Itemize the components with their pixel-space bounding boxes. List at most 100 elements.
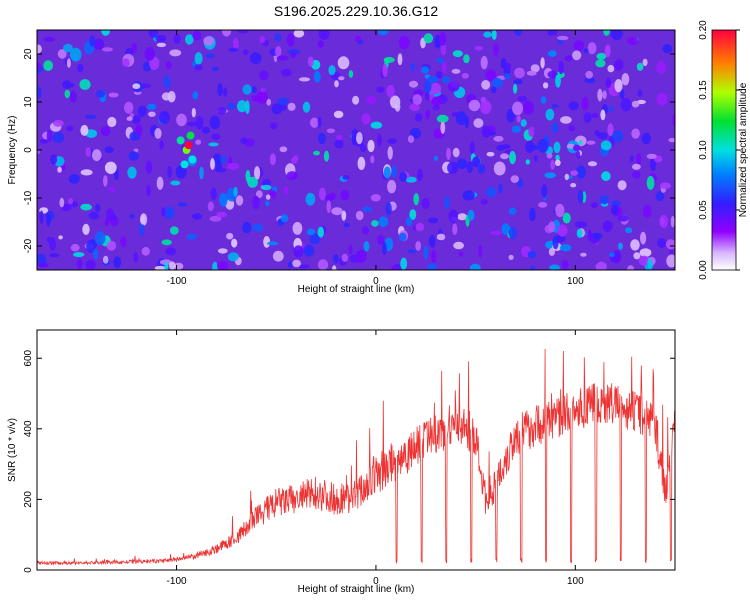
spectrogram-blob [366, 95, 376, 105]
spectrogram-blob [577, 190, 584, 204]
spectrogram-blob [76, 258, 83, 270]
spectrogram-blob [49, 237, 56, 251]
spectrogram-blob [468, 99, 481, 112]
spectrogram-blob [639, 248, 652, 257]
spectrogram-blob [232, 37, 239, 51]
spectrogram-blob [642, 58, 648, 67]
spectrogram-blob [528, 126, 535, 137]
spectrogram-blob [303, 244, 315, 257]
spectrogram-blob [269, 190, 277, 199]
spectrogram-blob [269, 153, 276, 166]
spectrogram-blob [242, 221, 252, 234]
spectrogram-blob [461, 72, 469, 79]
spectrogram-blob [508, 207, 517, 215]
spectrogram-blob [226, 102, 236, 110]
spectrogram-blob [440, 121, 446, 134]
spectrogram-blob [252, 195, 260, 210]
spectrogram-blob [129, 214, 135, 219]
spectrogram-blob [69, 47, 82, 62]
spectrogram-blob [265, 200, 270, 207]
spectrogram-blob [436, 233, 446, 241]
x-tick-label: 100 [567, 276, 584, 287]
spectrogram-blob [37, 62, 41, 71]
spectrogram-blob [94, 204, 101, 213]
spectrogram-blob [672, 113, 675, 127]
spectrogram-blob [307, 56, 314, 67]
spectrogram-blob [212, 261, 218, 270]
spectrogram-blob [662, 44, 673, 54]
spectrogram-blob [85, 147, 92, 157]
spectrogram-blob [583, 112, 592, 123]
spectrogram-blob [447, 81, 460, 92]
spectrogram-blob [431, 96, 442, 106]
spectrogram-blob [447, 161, 459, 175]
spectrogram-blob [313, 150, 320, 156]
spectrogram-blob [191, 107, 196, 118]
spectrogram-blob [222, 30, 232, 37]
spectrogram-blob [37, 149, 41, 155]
spectrogram-blob [436, 114, 449, 123]
spectrogram-blob [122, 58, 130, 67]
colorbar: 0.00 0.05 0.10 0.15 0.20 Normalized spectral… [698, 20, 749, 280]
spectrogram-blob [564, 55, 573, 62]
x-tick-label: 0 [373, 276, 379, 287]
spectrogram-blob [570, 183, 577, 188]
spectrogram-blob [587, 229, 593, 242]
spectrogram-blob [583, 48, 589, 54]
spectrogram-blob [185, 34, 194, 45]
spectrogram-blob [175, 165, 187, 179]
figure-title: S196.2025.229.10.36.G12 [274, 3, 438, 19]
spectrogram-blob [377, 234, 385, 245]
spectrogram-blob [287, 261, 294, 268]
spectrogram-blob [362, 206, 373, 212]
y-tick-label: 0 [23, 567, 34, 573]
spectrogram-blob [251, 95, 262, 102]
spectrogram-blob [480, 55, 488, 70]
spectrogram-blob [298, 77, 311, 82]
spectrogram-blob [630, 239, 640, 251]
spectrogram-blob [584, 77, 596, 84]
spectrogram-blob [242, 49, 249, 55]
spectrogram-blob [43, 36, 55, 42]
spectrogram-blob [192, 30, 202, 41]
spectrogram-blob [549, 264, 560, 270]
spectrogram-blob [144, 47, 155, 61]
spectrogram-blob [604, 45, 611, 58]
spectrogram-blob [37, 86, 42, 99]
spectrogram-blob [529, 207, 536, 222]
spectrogram-blob [341, 210, 347, 221]
spectrogram-blob [666, 254, 675, 268]
spectrogram-blob [165, 61, 173, 70]
spectrogram-blob [506, 108, 516, 123]
spectrogram-blob [631, 100, 640, 108]
spectrogram-blob [126, 116, 133, 121]
spectrogram-blob [585, 70, 593, 79]
spectrogram-blob [318, 187, 326, 201]
spectrogram-hotspot [184, 141, 193, 150]
spectrogram-blob [223, 87, 228, 97]
spectrogram-blob [541, 184, 548, 198]
spectrogram-blob [137, 105, 147, 118]
spectrogram-blob [371, 220, 379, 227]
spectrogram-blob [58, 235, 63, 240]
spectrogram-blob [572, 50, 582, 61]
spectrogram-blob [220, 155, 227, 164]
spectrogram-blob [638, 255, 650, 266]
spectrogram-blob [313, 70, 321, 83]
spectrogram-blob [306, 228, 316, 236]
spectrogram-blob [446, 147, 451, 160]
spectrogram-blob [637, 89, 643, 97]
spectrogram-blob [562, 212, 571, 224]
spectrogram-blob [148, 30, 159, 38]
spectrogram-blob [342, 175, 350, 180]
spectrogram-blob [538, 201, 548, 208]
spectrogram-blob [100, 126, 111, 137]
spectrogram-blob [163, 75, 171, 89]
spectrogram-blob [124, 101, 134, 114]
spectrogram-blob [101, 30, 111, 36]
spectrogram-blob [240, 137, 248, 144]
spectrogram-blob [261, 184, 272, 191]
spectrogram-hotspot [188, 155, 197, 164]
spectrogram-blob [292, 221, 303, 235]
spectrogram-blob [646, 175, 655, 190]
